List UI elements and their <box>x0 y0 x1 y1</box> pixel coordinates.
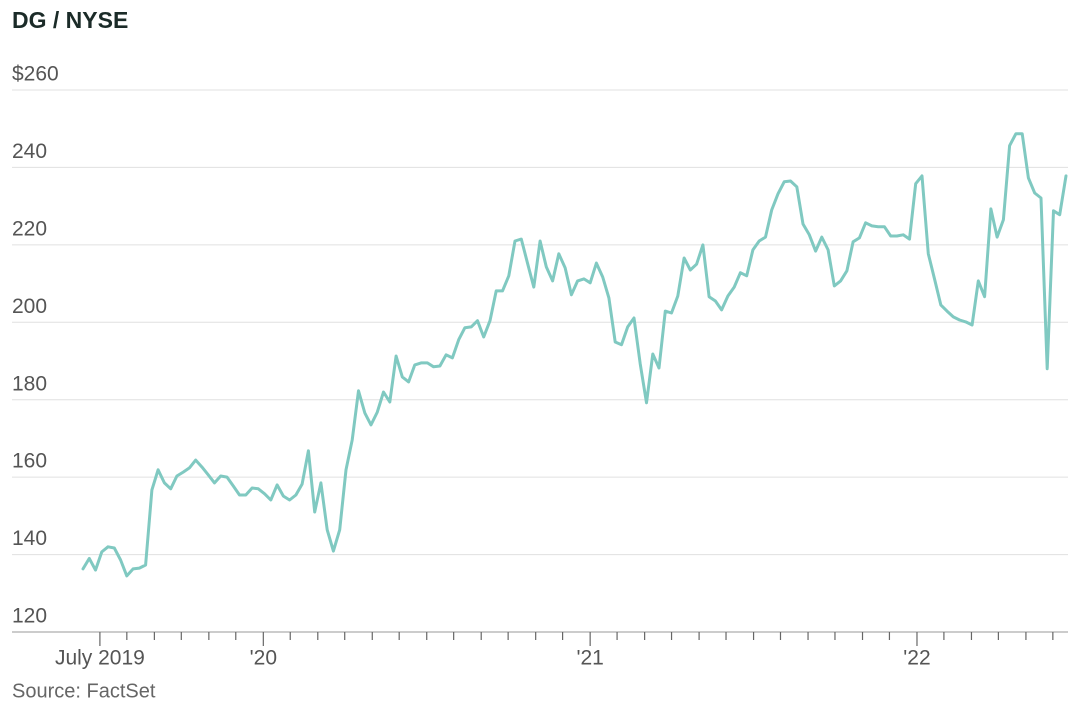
x-tick-label: July 2019 <box>55 647 145 670</box>
x-tick-label: '21 <box>576 647 603 670</box>
y-tick-label: 120 <box>12 605 47 628</box>
y-tick-label: $260 <box>12 63 59 86</box>
chart-title: DG / NYSE <box>12 7 128 33</box>
y-tick-label: 220 <box>12 217 47 240</box>
y-tick-label: 200 <box>12 295 47 318</box>
y-tick-label: 240 <box>12 140 47 163</box>
y-tick-label: 140 <box>12 527 47 550</box>
price-line <box>81 132 1068 578</box>
x-tick-label: '20 <box>250 647 277 670</box>
y-tick-label: 160 <box>12 450 47 473</box>
x-tick-label: '22 <box>903 647 930 670</box>
y-tick-label: 180 <box>12 372 47 395</box>
source-note: Source: FactSet <box>12 680 156 702</box>
